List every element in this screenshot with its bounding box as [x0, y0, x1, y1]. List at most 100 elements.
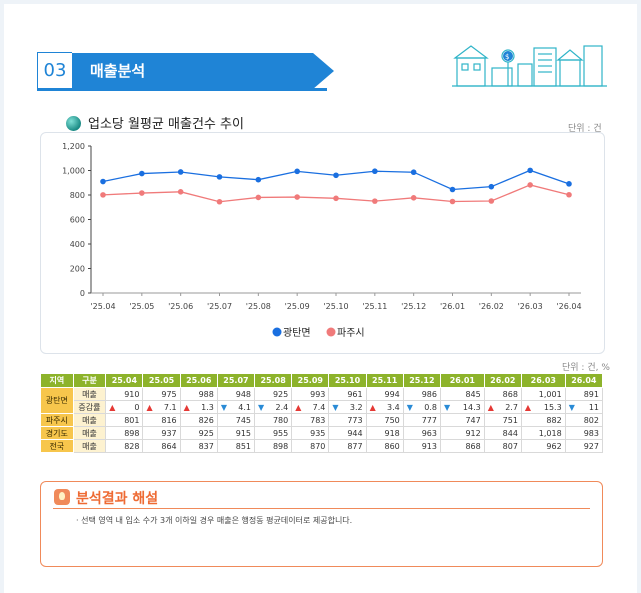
- value-text: 802: [583, 415, 599, 425]
- value-text: 944: [347, 428, 363, 438]
- value-cell: 868: [439, 439, 485, 453]
- y-tick-label: 400: [70, 240, 85, 249]
- data-point: [410, 169, 417, 176]
- value-text: 925: [198, 428, 214, 438]
- value-text: 750: [384, 415, 400, 425]
- table-row: 증감률 ▲ 0 ▲ 7.1 ▲ 1.3 ▼ 4.1 ▼ 2.4 ▲ 7.4 ▼ 3.2 ▲ 3.4 ▼ 0.8 ▼ 14…: [41, 400, 604, 414]
- y-tick-label: 0: [80, 289, 85, 298]
- data-point: [177, 189, 184, 195]
- up-arrow-icon: ▲: [146, 402, 153, 412]
- up-arrow-icon: ▲: [524, 402, 532, 412]
- value-text: 860: [384, 441, 400, 451]
- section-title: 매출분석: [90, 62, 146, 80]
- value-cell: 994: [365, 387, 404, 401]
- data-point: [410, 195, 417, 201]
- kind-cell: 매출: [72, 387, 107, 401]
- value-cell: ▲ 15.3: [520, 400, 566, 414]
- analysis-box: 분석결과 해설 · 선택 영역 내 입소 수가 3개 이하일 경우 매출은 행정…: [40, 481, 603, 567]
- value-text: 845: [465, 389, 481, 399]
- value-cell: 845: [439, 387, 485, 401]
- value-text: 828: [124, 441, 140, 451]
- x-tick-label: '26.03: [518, 302, 543, 311]
- x-tick-label: '25.09: [285, 302, 310, 311]
- chart-subtitle-text: 업소당 월평균 매출건수 추이: [88, 117, 244, 132]
- data-point: [216, 198, 223, 205]
- value-text: 1.3: [201, 402, 214, 412]
- chart-panel: 0 200 400 600 800 1,000 1,200 '25.04 '25.05 '25.0…: [40, 132, 605, 354]
- value-cell: 948: [216, 387, 256, 401]
- x-tick-label: '25.04: [90, 302, 115, 311]
- value-cell: ▲ 1.3: [179, 400, 218, 414]
- value-cell: ▲ 2.7: [483, 400, 522, 414]
- y-tick-label: 800: [70, 191, 85, 200]
- value-cell: 925: [179, 426, 218, 440]
- value-cell: 773: [328, 413, 367, 427]
- value-text: 7.4: [312, 402, 326, 412]
- value-cell: 937: [142, 426, 181, 440]
- value-cell: 913: [402, 439, 441, 453]
- value-text: 844: [502, 428, 518, 438]
- value-text: 994: [384, 389, 400, 399]
- value-cell: 801: [105, 413, 144, 427]
- value-text: 913: [421, 441, 437, 451]
- value-cell: 837: [179, 439, 218, 453]
- value-text: 747: [465, 415, 481, 425]
- x-tick-label: '25.07: [207, 302, 232, 311]
- down-arrow-icon: ▼: [258, 402, 265, 412]
- value-cell: 944: [328, 426, 367, 440]
- value-text: 983: [583, 428, 599, 438]
- value-text: 15.3: [543, 402, 562, 412]
- column-header: 25.12: [402, 373, 441, 388]
- column-header: 25.06: [179, 373, 218, 388]
- value-cell: ▼ 0.8: [402, 400, 441, 414]
- value-cell: 802: [564, 413, 604, 427]
- legend-label-2: 파주시: [337, 327, 365, 339]
- value-text: 962: [546, 441, 562, 451]
- x-tick-label: '25.05: [129, 302, 154, 311]
- value-text: 2.4: [275, 402, 289, 412]
- value-cell: 868: [483, 387, 522, 401]
- value-text: 837: [198, 441, 214, 451]
- kind-cell: 증감률: [72, 400, 107, 414]
- x-tick-label: '25.06: [168, 302, 193, 311]
- value-text: 898: [272, 441, 289, 451]
- data-point: [527, 167, 533, 174]
- value-cell: 935: [291, 426, 330, 440]
- y-tick-label: 200: [70, 265, 85, 274]
- value-cell: 986: [402, 387, 441, 401]
- value-cell: 961: [328, 387, 367, 401]
- data-point: [333, 172, 339, 179]
- legend-marker-1: [272, 327, 282, 337]
- data-point: [100, 192, 106, 198]
- x-tick-label: '25.11: [362, 302, 387, 311]
- data-point: [255, 194, 262, 201]
- value-text: 801: [124, 415, 140, 425]
- value-text: 816: [161, 415, 177, 425]
- value-text: 948: [235, 389, 252, 399]
- data-point: [488, 198, 495, 204]
- value-cell: 816: [142, 413, 181, 427]
- value-text: 975: [161, 389, 177, 399]
- y-tick-label: 600: [70, 216, 85, 225]
- value-cell: 915: [216, 426, 256, 440]
- value-cell: 826: [179, 413, 218, 427]
- region-cell: 광탄면: [40, 387, 74, 414]
- down-arrow-icon: ▼: [332, 402, 339, 412]
- data-point: [372, 168, 378, 175]
- value-cell: 963: [402, 426, 441, 440]
- value-cell: ▼ 2.4: [254, 400, 293, 414]
- data-point: [294, 168, 300, 175]
- column-header: 26.02: [483, 373, 522, 388]
- value-text: 961: [347, 389, 363, 399]
- x-tick-label: '25.08: [246, 302, 271, 311]
- x-tick-label: '26.01: [440, 302, 465, 311]
- value-text: 877: [347, 441, 363, 451]
- table-row: 경기도 매출 898 937 925 915 955 935 944 918 963 912 844 1,…: [40, 426, 604, 440]
- value-cell: 783: [291, 413, 330, 427]
- value-cell: 983: [564, 426, 604, 440]
- value-cell: 891: [564, 387, 604, 401]
- value-cell: 927: [564, 439, 604, 453]
- data-point: [488, 183, 495, 190]
- value-text: 777: [421, 415, 437, 425]
- table-row: 파주시 매출 801 816 826 745 780 783 773 750 777 747 751 88…: [40, 413, 604, 427]
